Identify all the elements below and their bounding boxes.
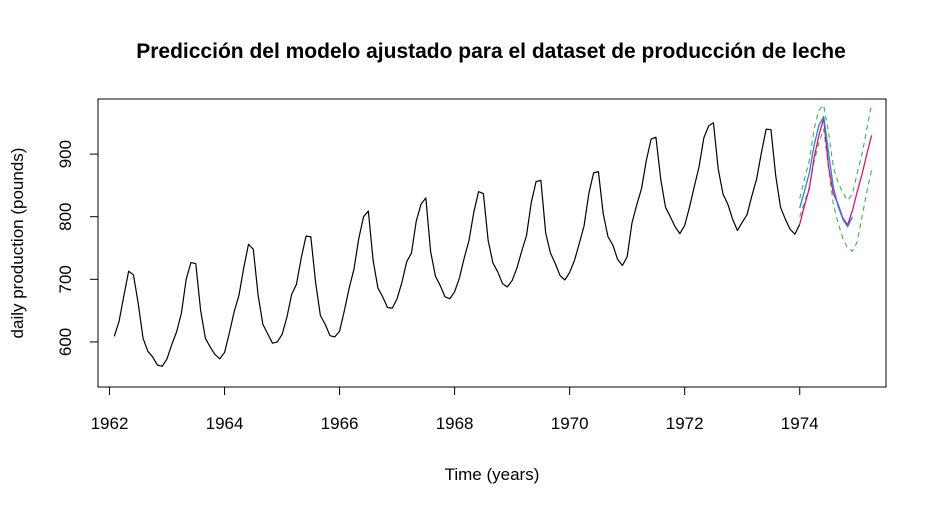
x-axis: 1962 1964 1966 1968 1970 1972 1974 (91, 386, 819, 433)
fitted-series-line (799, 115, 854, 228)
y-axis: 600 700 800 900 (56, 140, 99, 356)
x-axis-label: Time (years) (445, 465, 540, 484)
actual-series-line (799, 117, 873, 226)
x-tick-label: 1966 (321, 414, 359, 433)
plot-frame (97, 98, 887, 388)
x-tick-label: 1964 (206, 414, 244, 433)
x-tick-label: 1970 (551, 414, 589, 433)
series-layer (113, 103, 873, 367)
x-tick-label: 1974 (781, 414, 819, 433)
x-tick-label: 1962 (91, 414, 129, 433)
upper-interval-line (799, 103, 873, 201)
y-tick-label: 800 (56, 203, 75, 231)
y-axis-label: daily production (pounds) (8, 148, 27, 339)
y-tick-label: 600 (56, 328, 75, 356)
lower-interval-line (799, 128, 873, 252)
x-tick-label: 1972 (666, 414, 704, 433)
observed-series-line (113, 122, 801, 367)
y-tick-label: 900 (56, 140, 75, 168)
chart-title: Predicción del modelo ajustado para el d… (136, 40, 846, 63)
y-tick-label: 700 (56, 265, 75, 293)
x-tick-label: 1968 (436, 414, 474, 433)
